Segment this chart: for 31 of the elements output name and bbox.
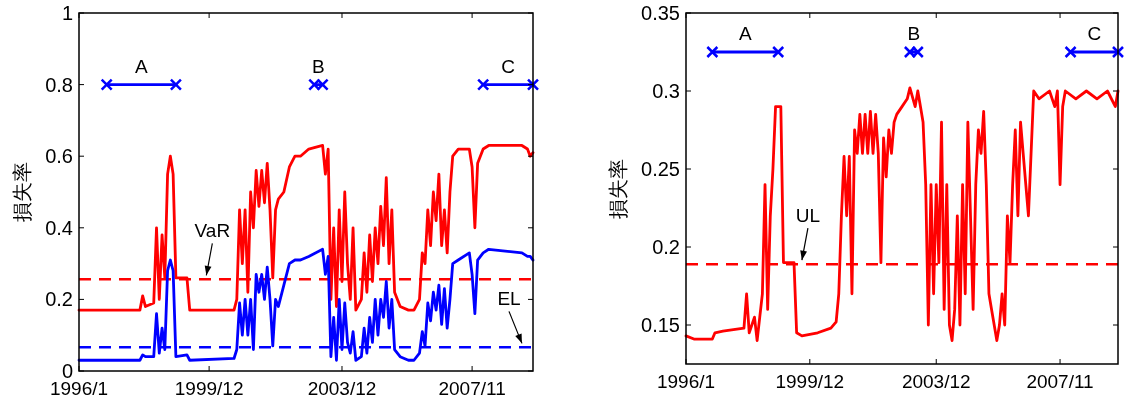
y-tick-label: 0.35 [641, 2, 680, 24]
x-tick-label: 2007/11 [1026, 371, 1094, 392]
x-tick-label: 2003/12 [307, 378, 377, 399]
series-label: A [134, 55, 148, 77]
annotation: EL [497, 288, 521, 310]
line-series [77, 144, 535, 312]
x-tick-label: 1999/12 [174, 378, 244, 399]
annotation: VaR [194, 220, 231, 242]
x-tick-label: 2003/12 [901, 371, 971, 392]
y-tick-label: 0.6 [45, 145, 73, 168]
y-tick-label: 0.25 [641, 158, 680, 180]
series-label: A [738, 23, 752, 44]
y-tick-label: 0.8 [45, 73, 73, 96]
line-series [77, 247, 535, 362]
series-label: C [501, 55, 515, 77]
y-tick-label: 1 [61, 2, 73, 24]
x-tick-label: 1999/12 [775, 371, 845, 392]
y-axis-title: 損失率 [607, 158, 630, 219]
y-tick-label: 0.4 [45, 216, 73, 239]
x-tick-label: 1996/1 [656, 371, 716, 392]
line-series [684, 86, 1120, 342]
series-label: B [907, 23, 921, 44]
x-tick-label: 2007/11 [438, 378, 506, 399]
y-tick-label: 0.15 [641, 314, 680, 336]
y-tick-label: 0.2 [45, 288, 73, 311]
series-label: B [312, 55, 325, 77]
annotation: UL [795, 205, 821, 227]
y-tick-label: 0.2 [652, 236, 680, 258]
series-label: C [1087, 23, 1102, 44]
y-axis-title: 損失率 [11, 162, 34, 222]
y-tick-label: 0.3 [652, 80, 680, 102]
